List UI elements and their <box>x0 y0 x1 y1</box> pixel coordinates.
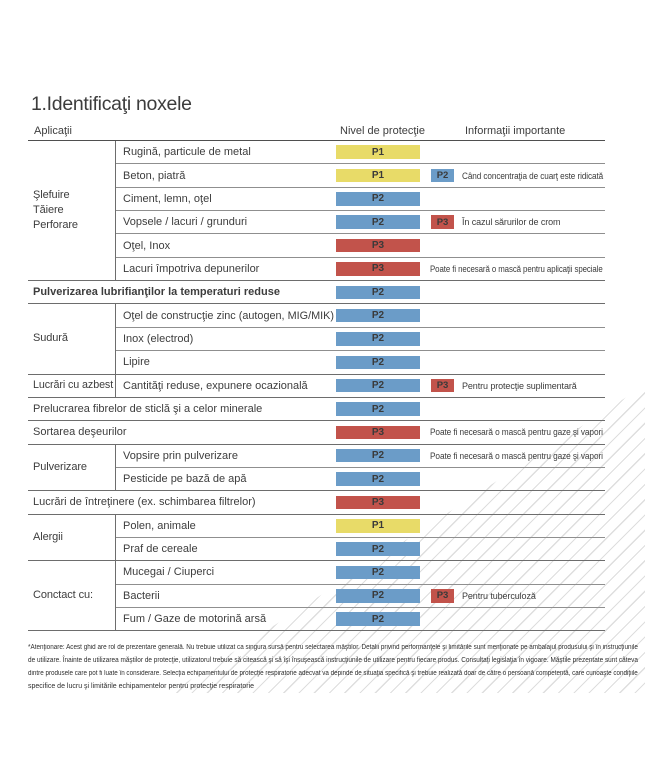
protection-badge-secondary-p2: P2 <box>431 168 454 183</box>
row-label: Oţel de construcţie zinc (autogen, MIG/M… <box>123 309 334 322</box>
protection-badge-secondary-p3: P3 <box>431 378 454 393</box>
protection-badge-p2: P2 <box>336 308 420 323</box>
row-separator <box>115 186 605 188</box>
row-label: Beton, piatră <box>123 169 186 182</box>
protection-badge-p2: P2 <box>336 285 420 300</box>
row-label: Praf de cereale <box>123 543 198 556</box>
row-separator <box>28 373 605 375</box>
row-separator <box>28 303 605 305</box>
row-label: Pesticide pe bază de apă <box>123 473 247 486</box>
row-separator <box>28 630 605 632</box>
protection-badge-secondary-p3: P3 <box>431 589 454 603</box>
row-separator <box>28 280 605 282</box>
row-separator <box>115 466 605 468</box>
group-divider <box>115 303 116 374</box>
row-label: Oţel, Inox <box>123 239 171 252</box>
row-separator <box>28 560 605 562</box>
group-label: Şlefuire <box>33 189 70 202</box>
protection-badge-p2: P2 <box>336 192 420 206</box>
protection-badge-p2: P2 <box>336 378 420 393</box>
row-separator <box>28 513 605 515</box>
row-separator <box>115 233 605 235</box>
row-separator <box>28 490 605 492</box>
footnote-line: de utilizare. Înainte de utilizarea măşt… <box>28 656 638 664</box>
protection-badge-p2: P2 <box>336 215 420 229</box>
group-label: Conctact cu: <box>33 589 93 602</box>
protection-badge-p2: P2 <box>336 589 420 603</box>
protection-badge-p2: P2 <box>336 402 420 416</box>
row-label: Pulverizarea lubrifianţilor la temperatu… <box>33 286 280 299</box>
row-separator <box>115 163 605 165</box>
protection-badge-p3: P3 <box>336 262 420 276</box>
row-separator <box>115 350 605 352</box>
protection-badge-secondary-p3: P3 <box>431 215 454 229</box>
info-text: În cazul sărurilor de crom <box>462 217 561 228</box>
protection-badge-p3: P3 <box>336 238 420 253</box>
protection-badge-p1: P1 <box>336 519 420 533</box>
protection-badge-p2: P2 <box>336 612 420 626</box>
row-label: Fum / Gaze de motorină arsă <box>123 613 267 626</box>
protection-badge-p2: P2 <box>336 448 420 463</box>
group-label: Alergii <box>33 530 63 543</box>
row-label: Inox (electrod) <box>123 332 194 345</box>
protection-badge-p1: P1 <box>336 168 420 183</box>
group-label: Sudură <box>33 332 68 345</box>
row-label: Mucegai / Ciuperci <box>123 566 215 579</box>
info-text: Pentru protecţie suplimentară <box>462 380 577 391</box>
column-header-important-info: Informaţii importante <box>465 125 566 137</box>
row-label: Polen, animale <box>123 519 196 532</box>
row-label: Cantităţi reduse, expunere ocazională <box>123 379 308 392</box>
group-divider <box>115 514 116 561</box>
protection-badge-p3: P3 <box>336 425 420 440</box>
info-text: Poate fi necesară o mască pentru gaze şi… <box>430 427 603 438</box>
row-separator <box>115 210 605 212</box>
group-label: Perforare <box>33 219 78 232</box>
row-separator <box>115 536 605 538</box>
info-text: Poate fi necesară o mască pentru aplicaţ… <box>430 263 603 274</box>
row-separator <box>28 396 605 398</box>
row-separator <box>115 256 605 258</box>
info-text: Când concentraţia de cuarţ este ridicată <box>462 170 604 181</box>
footnote-line: dintre produsele care pot fi luate în co… <box>28 669 638 677</box>
protection-badge-p2: P2 <box>336 565 420 580</box>
protection-badge-p3: P3 <box>336 495 420 510</box>
row-label: Vopsele / lacuri / grunduri <box>123 216 248 229</box>
row-separator <box>115 583 605 585</box>
row-label: Lacuri împotriva depunerilor <box>123 262 260 275</box>
group-divider <box>115 444 116 491</box>
row-separator <box>28 443 605 445</box>
row-label: Ciment, lemn, oţel <box>123 192 212 205</box>
row-label: Lucrări de întreţinere (ex. schimbarea f… <box>33 496 256 509</box>
info-text: Pentru tuberculoză <box>462 590 536 601</box>
row-label: Rugină, particule de metal <box>123 146 251 159</box>
group-label: Tăiere <box>33 204 64 217</box>
row-label: Bacterii <box>123 589 160 602</box>
protection-badge-p2: P2 <box>336 332 420 346</box>
protection-badge-p2: P2 <box>336 355 420 370</box>
column-header-applications: Aplicaţii <box>34 125 72 137</box>
row-separator <box>115 326 605 328</box>
group-label: Pulverizare <box>33 460 87 473</box>
group-divider <box>115 374 116 398</box>
row-label: Vopsire prin pulverizare <box>123 449 238 462</box>
row-label: Prelucrarea fibrelor de sticlă şi a celo… <box>33 403 263 416</box>
page-title: 1.Identificaţi noxele <box>31 93 192 115</box>
protection-badge-p2: P2 <box>336 542 420 556</box>
group-label: Lucrări cu azbest <box>33 379 114 392</box>
info-text: Poate fi necesară o mască pentru gaze şi… <box>430 450 603 461</box>
row-separator <box>115 607 605 608</box>
group-divider <box>115 560 116 631</box>
table-header-underline <box>28 139 605 141</box>
column-header-protection-level: Nivel de protecţie <box>340 125 425 137</box>
row-label: Lipire <box>123 356 150 369</box>
group-divider <box>115 140 116 281</box>
row-label: Sortarea deşeurilor <box>33 426 127 439</box>
protection-badge-p2: P2 <box>336 472 420 486</box>
footnote-line: specifice de lucru şi limitările echipam… <box>28 683 255 691</box>
protection-badge-p1: P1 <box>336 145 420 159</box>
row-separator <box>28 420 605 422</box>
footnote-line: *Atenţionare: Acest ghid are rol de prez… <box>28 643 638 651</box>
